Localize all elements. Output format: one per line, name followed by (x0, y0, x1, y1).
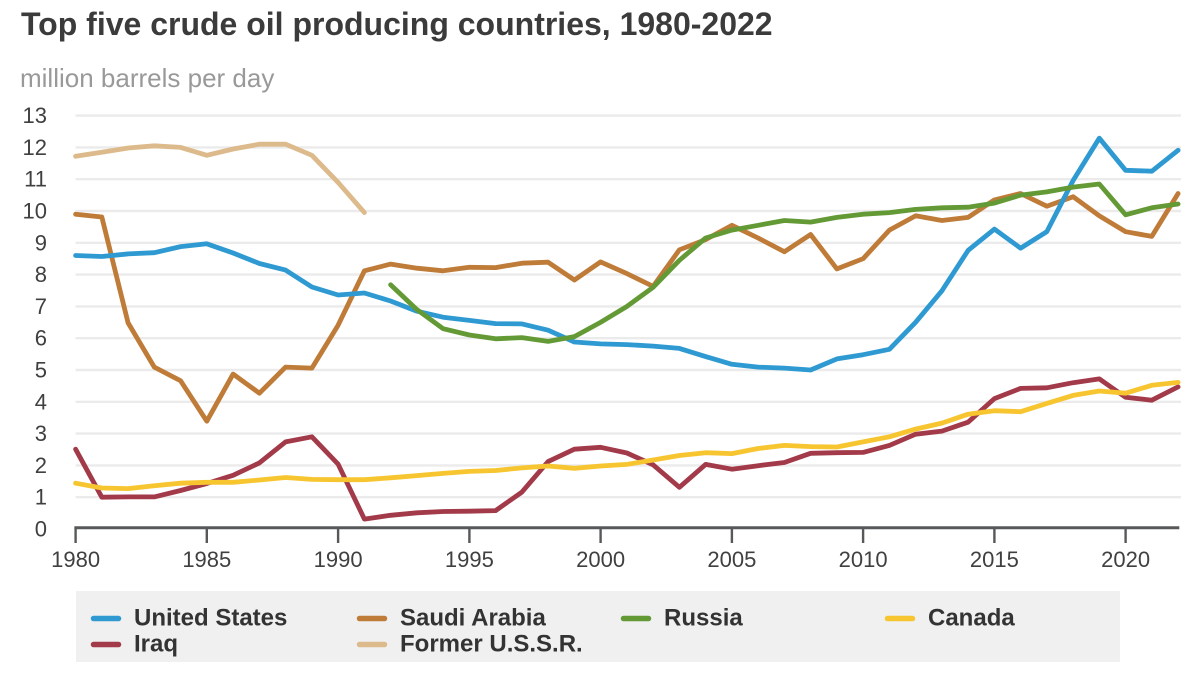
svg-text:0: 0 (35, 517, 47, 542)
svg-text:Canada: Canada (928, 605, 1015, 632)
svg-text:3: 3 (35, 421, 47, 446)
svg-text:Iraq: Iraq (134, 631, 178, 658)
svg-text:2005: 2005 (707, 547, 756, 572)
svg-text:2015: 2015 (970, 547, 1019, 572)
svg-text:12: 12 (23, 135, 47, 160)
svg-text:5: 5 (35, 358, 47, 383)
svg-text:13: 13 (23, 103, 47, 128)
svg-text:1995: 1995 (445, 547, 494, 572)
svg-text:11: 11 (24, 167, 47, 192)
svg-text:1990: 1990 (314, 547, 363, 572)
svg-text:1: 1 (35, 485, 47, 510)
svg-text:10: 10 (23, 199, 47, 224)
svg-text:2020: 2020 (1101, 547, 1150, 572)
svg-text:1980: 1980 (51, 547, 100, 572)
svg-text:4: 4 (35, 389, 47, 414)
svg-text:Saudi Arabia: Saudi Arabia (400, 605, 546, 632)
svg-text:Top five crude oil producing c: Top five crude oil producing countries, … (21, 6, 773, 42)
svg-text:Former U.S.S.R.: Former U.S.S.R. (400, 631, 583, 658)
svg-text:Russia: Russia (664, 605, 743, 632)
svg-text:6: 6 (35, 326, 47, 351)
svg-text:9: 9 (35, 230, 47, 255)
svg-text:2010: 2010 (839, 547, 888, 572)
svg-text:2000: 2000 (576, 547, 625, 572)
svg-text:1985: 1985 (182, 547, 231, 572)
svg-text:million barrels per day: million barrels per day (20, 63, 274, 93)
svg-text:United States: United States (134, 605, 287, 632)
svg-text:7: 7 (35, 294, 47, 319)
svg-text:2: 2 (35, 453, 47, 478)
svg-text:8: 8 (35, 262, 47, 287)
